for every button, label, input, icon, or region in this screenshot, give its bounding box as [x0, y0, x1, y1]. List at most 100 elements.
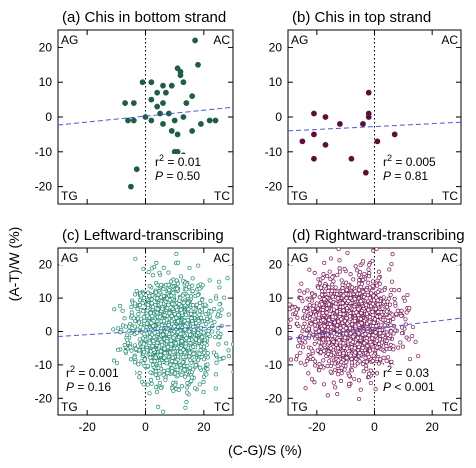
data-point	[175, 286, 180, 291]
y-tick-label: 0	[45, 110, 52, 124]
data-point	[373, 330, 378, 335]
data-point	[221, 355, 226, 360]
data-point	[322, 324, 327, 329]
data-point	[185, 294, 190, 299]
data-point	[367, 348, 373, 353]
x-tick-label: -20	[308, 420, 326, 434]
data-point	[322, 348, 327, 353]
data-point	[324, 306, 329, 311]
data-point	[299, 296, 304, 301]
y-tick-label: 0	[45, 325, 52, 339]
data-point	[303, 340, 308, 345]
data-point	[201, 357, 207, 362]
data-point	[387, 346, 392, 352]
data-point	[153, 385, 159, 390]
data-point	[197, 365, 202, 370]
data-point	[167, 297, 172, 303]
data-point	[136, 311, 141, 317]
data-point	[177, 72, 184, 79]
corner-label-tl: AG	[61, 251, 78, 265]
data-point	[307, 303, 312, 308]
data-point	[224, 341, 229, 346]
data-point	[352, 345, 357, 351]
data-point	[370, 279, 375, 284]
data-point	[358, 387, 363, 392]
data-point	[125, 117, 131, 124]
data-point	[319, 292, 325, 297]
data-point	[330, 282, 335, 287]
data-point	[154, 389, 159, 394]
data-point	[371, 353, 376, 358]
data-point	[333, 301, 338, 306]
data-point	[361, 277, 366, 282]
data-point	[366, 333, 371, 338]
data-point	[169, 369, 174, 374]
stats-bg	[380, 365, 452, 395]
data-point	[322, 297, 327, 302]
data-point	[326, 340, 331, 345]
data-point	[348, 353, 353, 358]
data-point	[136, 320, 142, 325]
data-point	[330, 275, 335, 280]
data-point	[181, 300, 186, 305]
data-point	[181, 354, 186, 360]
data-point	[202, 350, 207, 355]
data-point	[353, 324, 358, 329]
data-point	[356, 331, 361, 336]
trend-line	[288, 317, 461, 340]
data-point	[288, 319, 290, 324]
data-point	[336, 248, 341, 252]
data-point	[348, 272, 353, 277]
data-point	[180, 79, 187, 86]
data-point	[317, 340, 322, 345]
data-point	[370, 312, 375, 318]
data-point	[151, 347, 156, 352]
data-point	[368, 381, 373, 386]
panel-title: (a) Chis in bottom strand	[62, 9, 226, 26]
data-point	[385, 318, 391, 323]
data-point	[395, 308, 400, 313]
data-point	[203, 302, 208, 307]
data-point	[317, 281, 322, 286]
data-point	[116, 326, 121, 331]
data-point	[164, 330, 169, 335]
y-tick-label: 20	[269, 258, 283, 272]
data-point	[403, 317, 408, 322]
data-point	[338, 311, 343, 316]
data-point	[318, 364, 323, 369]
data-point	[313, 319, 318, 324]
corner-label-br: TC	[442, 189, 458, 203]
data-point	[183, 341, 188, 346]
data-point	[149, 320, 154, 326]
data-point	[275, 287, 278, 290]
data-point	[201, 390, 206, 395]
corner-label-tl: AG	[291, 251, 308, 265]
data-point	[356, 396, 362, 402]
data-point	[147, 340, 152, 345]
data-point	[315, 306, 320, 311]
data-point	[145, 364, 150, 369]
data-point	[148, 335, 153, 340]
data-point	[389, 262, 394, 267]
data-point	[357, 359, 362, 364]
data-point	[320, 326, 325, 331]
data-point	[403, 322, 408, 327]
data-point	[155, 307, 160, 312]
y-tick-label: -10	[35, 358, 53, 372]
data-point	[178, 349, 183, 354]
data-point	[197, 382, 202, 387]
data-point	[294, 353, 300, 358]
data-point	[374, 295, 379, 300]
data-point	[374, 138, 381, 145]
data-point	[368, 368, 373, 373]
corner-label-bl: TG	[291, 189, 308, 203]
data-point	[301, 324, 306, 330]
data-point	[368, 340, 373, 345]
p-value: P < 0.001	[383, 380, 435, 394]
panel-title: (c) Leftward-transcribing	[62, 227, 224, 244]
data-point	[169, 279, 174, 284]
panel-title: (b) Chis in top strand	[292, 9, 431, 26]
data-point	[150, 304, 156, 309]
data-point	[196, 263, 201, 268]
data-point	[175, 367, 180, 372]
